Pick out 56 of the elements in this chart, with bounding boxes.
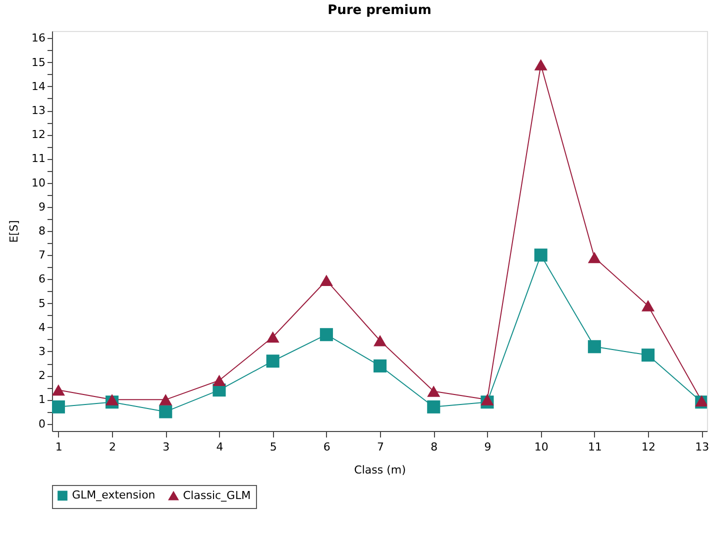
point	[320, 274, 333, 286]
point	[374, 359, 387, 372]
y-tick-label: 3	[38, 344, 46, 358]
x-tick-label: 10	[534, 440, 548, 454]
y-tick-label: 7	[38, 248, 46, 262]
y-tick-label: 12	[32, 128, 46, 142]
point	[212, 374, 226, 386]
y-tick-label: 9	[38, 200, 46, 214]
x-tick-label: 11	[588, 440, 602, 454]
point	[159, 405, 172, 418]
point	[534, 248, 548, 262]
x-tick-label: 2	[109, 440, 116, 454]
x-tick-label: 1	[55, 440, 62, 454]
point	[427, 386, 440, 397]
point	[534, 59, 548, 70]
y-tick-label: 6	[38, 272, 46, 286]
x-tick-label: 13	[695, 440, 710, 454]
x-tick-label: 9	[484, 440, 492, 454]
y-tick-label: 11	[32, 152, 46, 166]
point	[374, 334, 387, 346]
legend-label: Classic_GLM	[183, 488, 251, 502]
point	[266, 331, 280, 343]
point	[427, 400, 440, 414]
y-axis-title: E[S]	[8, 220, 21, 243]
x-tick-label: 5	[270, 440, 277, 454]
y-tick-label: 16	[32, 32, 46, 45]
point	[588, 340, 601, 354]
y-tick-label: 13	[32, 104, 46, 118]
legend-label: GLM_extension	[72, 488, 156, 502]
x-tick-label: 4	[216, 440, 224, 454]
x-tick-label: 7	[377, 440, 384, 454]
point	[52, 400, 65, 414]
y-tick-label: 8	[38, 224, 46, 238]
point	[106, 394, 119, 406]
point	[159, 394, 172, 406]
point	[588, 252, 601, 264]
point	[642, 348, 655, 362]
x-tick-label: 8	[430, 440, 438, 454]
point	[52, 384, 65, 396]
point	[320, 328, 333, 342]
y-tick-label: 15	[32, 56, 46, 69]
x-axis-title: Class (m)	[354, 464, 406, 476]
y-tick-label: 1	[38, 393, 46, 406]
chart-title: Pure premium	[328, 3, 432, 18]
y-tick-label: 10	[32, 176, 46, 190]
y-tick-label: 14	[32, 80, 46, 93]
point	[266, 354, 280, 368]
x-tick-label: 6	[323, 440, 330, 454]
y-tick-label: 0	[38, 417, 46, 430]
x-tick-label: 12	[642, 440, 656, 454]
x-tick-label: 3	[162, 440, 170, 454]
y-tick-label: 4	[38, 320, 46, 334]
y-tick-label: 5	[38, 296, 46, 310]
point	[480, 394, 494, 406]
point	[642, 300, 655, 312]
y-tick-label: 2	[38, 369, 46, 382]
